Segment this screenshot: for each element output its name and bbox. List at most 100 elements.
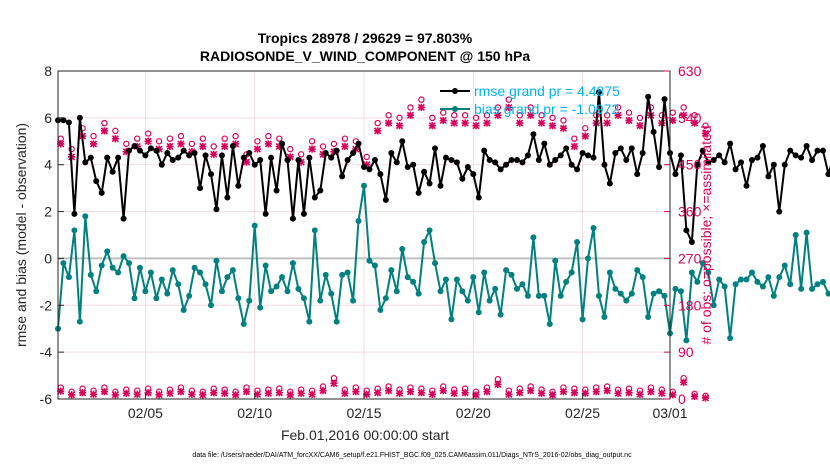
count-possible-high-21: [287, 145, 294, 153]
count-possible-high-14: [210, 143, 217, 150]
count-assimilated-low-4: [100, 388, 109, 396]
point-bias-120: [710, 302, 717, 309]
count-assimilated-low-31: [395, 389, 404, 397]
point-rmse-31: [224, 194, 231, 201]
point-rmse-45: [300, 210, 307, 217]
point-bias-47: [311, 227, 318, 234]
point-bias-131: [770, 292, 777, 299]
point-bias-22: [175, 281, 182, 288]
count-assimilated-low-35: [439, 387, 447, 395]
point-bias-96: [579, 316, 586, 323]
y2-axis-label: # of obs: o=possible; ×=assimilated: [698, 125, 714, 344]
point-rmse-127: [748, 157, 755, 164]
point-bias-51: [333, 318, 340, 325]
count-possible-high-10: [166, 135, 174, 142]
point-rmse-58: [371, 157, 378, 164]
point-bias-138: [809, 285, 816, 292]
count-possible-high-18: [254, 138, 261, 145]
point-bias-127: [748, 269, 755, 276]
count-possible-high-38: [472, 114, 480, 122]
count-assimilated-low-32: [406, 388, 415, 396]
point-bias-117: [694, 278, 701, 285]
count-assimilated-low-51: [614, 389, 622, 397]
count-assimilated-high-44: [537, 119, 546, 127]
point-rmse-100: [601, 161, 608, 168]
point-bias-67: [421, 239, 428, 246]
point-bias-63: [399, 246, 406, 253]
point-bias-97: [585, 255, 592, 262]
point-rmse-10: [109, 168, 116, 175]
point-bias-6: [87, 271, 94, 278]
point-rmse-124: [732, 166, 739, 173]
count-assimilated-high-4: [100, 127, 109, 135]
point-rmse-27: [202, 152, 209, 159]
count-possible-high-58: [691, 112, 698, 119]
x-axis-label: Feb.01,2016 00:00:00 start: [281, 427, 449, 443]
point-rmse-8: [98, 189, 105, 196]
count-assimilated-high-31: [395, 122, 404, 130]
point-rmse-89: [541, 140, 548, 147]
point-bias-123: [727, 335, 734, 342]
count-assimilated-high-33: [417, 103, 425, 112]
count-assimilated-low-8: [144, 389, 152, 397]
point-rmse-9: [104, 154, 111, 161]
count-possible-high-46: [560, 117, 567, 124]
point-rmse-120: [710, 157, 717, 164]
count-assimilated-low-13: [199, 391, 207, 399]
count-assimilated-low-27: [352, 388, 360, 396]
point-bias-41: [279, 274, 286, 281]
point-bias-44: [295, 285, 302, 292]
point-rmse-126: [743, 182, 750, 189]
count-possible-high-50: [603, 112, 611, 119]
count-assimilated-high-47: [570, 142, 578, 151]
legend-bias-label: bias grand pr = -1.0972: [474, 101, 619, 117]
y-tick-label-5: 4: [44, 157, 52, 173]
count-possible-high-25: [330, 140, 338, 148]
legend-bias-marker: [452, 106, 458, 112]
point-rmse-80: [492, 159, 499, 166]
point-rmse-108: [645, 93, 652, 100]
point-bias-69: [432, 260, 439, 267]
count-assimilated-high-19: [264, 140, 272, 148]
point-bias-73: [453, 276, 460, 283]
count-assimilated-low-57: [680, 378, 688, 386]
count-assimilated-low-22: [297, 389, 305, 397]
point-rmse-87: [530, 131, 537, 138]
point-rmse-49: [322, 150, 329, 156]
count-assimilated-low-56: [669, 391, 677, 399]
count-possible-high-44: [538, 112, 545, 119]
point-rmse-139: [814, 147, 821, 154]
count-assimilated-low-41: [505, 390, 513, 398]
point-rmse-15: [136, 147, 143, 154]
count-assimilated-high-5: [111, 135, 119, 143]
count-possible-high-56: [669, 109, 676, 116]
point-rmse-96: [579, 150, 586, 156]
count-possible-high-41: [505, 96, 513, 103]
point-rmse-66: [415, 189, 422, 196]
count-assimilated-low-53: [636, 390, 644, 398]
count-assimilated-low-14: [210, 389, 218, 397]
point-rmse-76: [470, 171, 477, 178]
count-possible-high-39: [483, 112, 491, 119]
point-bias-118: [699, 260, 706, 267]
point-rmse-92: [557, 152, 564, 159]
legend-rmse-label: rmse grand pr = 4.4875: [474, 83, 620, 99]
point-rmse-59: [377, 171, 384, 178]
count-assimilated-high-35: [439, 116, 447, 125]
count-possible-high-9: [155, 138, 163, 145]
point-rmse-103: [617, 145, 624, 152]
point-rmse-47: [311, 194, 318, 201]
count-assimilated-high-30: [384, 119, 393, 127]
point-rmse-50: [328, 154, 335, 161]
count-assimilated-low-36: [450, 389, 458, 397]
point-bias-134: [787, 281, 794, 288]
point-rmse-40: [273, 187, 280, 194]
count-assimilated-high-26: [341, 142, 349, 151]
point-bias-87: [530, 234, 537, 241]
point-rmse-34: [240, 154, 247, 161]
point-bias-39: [268, 288, 275, 295]
count-possible-high-3: [90, 132, 97, 140]
point-bias-8: [98, 262, 105, 269]
point-bias-26: [197, 269, 204, 276]
point-bias-137: [803, 229, 810, 236]
